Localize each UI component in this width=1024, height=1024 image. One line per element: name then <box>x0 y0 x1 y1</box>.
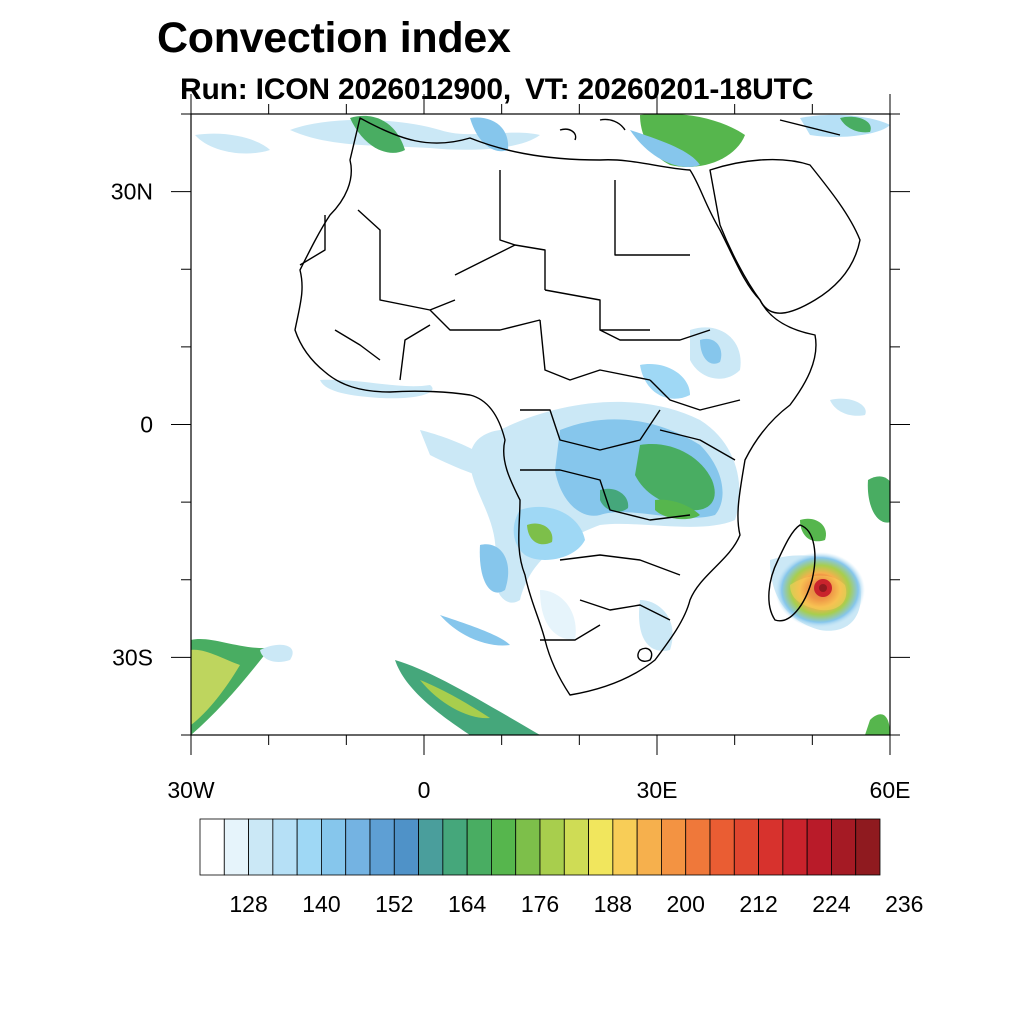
colorbar-swatch <box>709 818 735 876</box>
lon-label: 30W <box>167 777 215 803</box>
map-title: Convection index <box>157 14 511 62</box>
map-plot-area <box>191 114 890 735</box>
colorbar-swatch <box>345 818 371 876</box>
lon-label: 0 <box>418 777 431 803</box>
lat-label: 30S <box>112 644 153 670</box>
colorbar-label: 164 <box>448 891 487 917</box>
colorbar-swatch <box>321 818 347 876</box>
colorbar-swatch <box>515 818 541 876</box>
run-label: Run: ICON 2026012900, <box>180 73 511 106</box>
colorbar-swatch <box>539 818 565 876</box>
convection-field <box>191 114 890 735</box>
colorbar-swatch <box>612 818 638 876</box>
colorbar-swatch <box>588 818 614 876</box>
colorbar-label: 140 <box>302 891 340 917</box>
colorbar-label: 188 <box>594 891 632 917</box>
colorbar-swatch <box>733 818 759 876</box>
colorbar-swatch <box>491 818 517 876</box>
colorbar-swatch <box>393 818 419 876</box>
colorbar-swatch <box>369 818 395 876</box>
axis-labels: 30N 0 30S 30W 0 30E 60E <box>111 179 911 803</box>
colorbar-label: 128 <box>229 891 267 917</box>
colorbar-swatch <box>806 818 832 876</box>
colorbar-swatch <box>685 818 711 876</box>
colorbar-swatch <box>296 818 322 876</box>
colorbar-swatch <box>199 818 225 876</box>
colorbar-swatch <box>272 818 298 876</box>
colorbar-swatch <box>782 818 808 876</box>
map-subtitle: Run: ICON 2026012900, VT: 20260201-18UTC <box>180 73 813 107</box>
colorbar-label: 224 <box>812 891 851 917</box>
colorbar-label: 152 <box>375 891 413 917</box>
colorbar-swatch <box>248 818 274 876</box>
colorbar-swatch <box>636 818 662 876</box>
map-ticks <box>171 94 910 755</box>
colorbar-label: 236 <box>885 891 923 917</box>
colorbar-swatch <box>661 818 687 876</box>
colorbar-swatch <box>466 818 492 876</box>
coastlines-and-borders <box>294 117 861 696</box>
colorbar-label: 200 <box>667 891 705 917</box>
colorbar: 128 140 152 164 176 188 200 212 224 236 <box>199 818 923 917</box>
colorbar-swatch <box>855 818 881 876</box>
colorbar-swatch <box>418 818 444 876</box>
colorbar-swatch <box>223 818 249 876</box>
lon-label: 60E <box>870 777 911 803</box>
lon-label: 30E <box>637 777 678 803</box>
colorbar-swatch <box>758 818 784 876</box>
lat-label: 0 <box>140 412 153 438</box>
colorbar-label: 212 <box>739 891 777 917</box>
colorbar-swatch <box>831 818 857 876</box>
colorbar-swatch <box>563 818 589 876</box>
valid-time-label: VT: 20260201-18UTC <box>524 73 814 106</box>
colorbar-swatch <box>442 818 468 876</box>
lat-label: 30N <box>111 179 153 205</box>
colorbar-label: 176 <box>521 891 559 917</box>
